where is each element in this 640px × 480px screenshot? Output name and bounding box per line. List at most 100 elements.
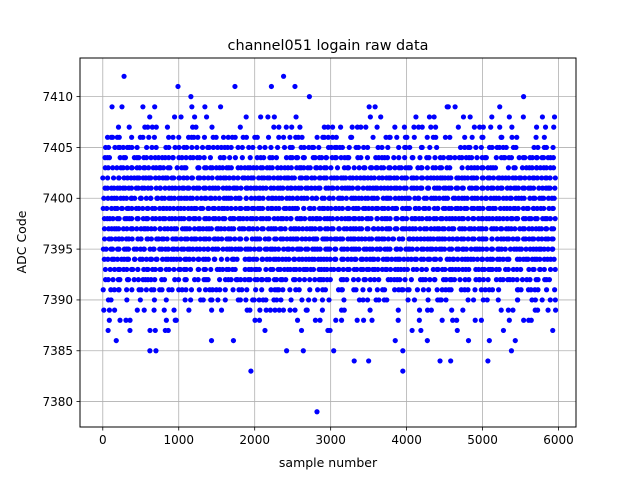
data-point bbox=[432, 155, 438, 161]
data-point bbox=[403, 175, 410, 181]
data-point bbox=[457, 144, 464, 151]
data-point bbox=[550, 155, 556, 161]
data-point bbox=[427, 144, 433, 151]
data-point bbox=[280, 134, 287, 140]
data-point bbox=[363, 256, 370, 262]
data-point bbox=[469, 155, 475, 161]
data-point bbox=[178, 236, 184, 242]
data-point bbox=[340, 256, 346, 262]
data-point bbox=[221, 155, 227, 161]
data-point bbox=[126, 124, 132, 130]
data-point bbox=[474, 256, 481, 262]
data-point bbox=[403, 144, 409, 151]
data-point bbox=[547, 297, 553, 303]
data-point bbox=[395, 317, 401, 323]
data-point bbox=[220, 266, 226, 273]
data-point bbox=[366, 104, 372, 110]
data-point bbox=[105, 144, 112, 151]
data-point bbox=[292, 307, 298, 313]
data-point bbox=[456, 266, 462, 273]
data-point bbox=[480, 165, 486, 171]
data-point bbox=[330, 226, 336, 232]
data-point bbox=[108, 297, 114, 303]
data-point bbox=[371, 277, 378, 283]
data-point bbox=[244, 287, 250, 293]
data-point bbox=[197, 175, 203, 181]
data-point bbox=[166, 134, 172, 140]
data-point bbox=[360, 266, 366, 273]
data-point bbox=[367, 114, 373, 120]
data-point bbox=[421, 256, 427, 262]
data-point bbox=[134, 307, 140, 313]
data-point bbox=[366, 266, 372, 273]
data-point bbox=[508, 155, 515, 161]
data-point bbox=[192, 216, 199, 222]
data-point bbox=[165, 226, 171, 232]
data-point bbox=[397, 256, 403, 262]
data-point bbox=[350, 277, 357, 283]
data-point bbox=[517, 256, 523, 262]
data-point bbox=[423, 195, 430, 201]
data-point bbox=[365, 226, 371, 232]
data-point bbox=[193, 236, 199, 242]
data-point bbox=[414, 266, 420, 273]
data-point bbox=[419, 124, 425, 130]
data-point bbox=[432, 277, 438, 283]
data-point bbox=[202, 185, 209, 191]
data-point bbox=[172, 216, 178, 222]
data-point bbox=[292, 277, 298, 283]
data-point bbox=[414, 236, 420, 242]
data-point bbox=[424, 165, 430, 171]
data-point bbox=[523, 236, 529, 242]
data-point bbox=[252, 317, 258, 323]
data-point bbox=[129, 216, 135, 222]
data-point bbox=[278, 165, 284, 171]
data-point bbox=[190, 155, 196, 161]
data-point bbox=[506, 114, 512, 120]
data-point bbox=[194, 195, 200, 201]
data-point bbox=[319, 297, 326, 303]
data-point bbox=[512, 337, 518, 344]
data-point bbox=[189, 104, 195, 110]
data-point bbox=[304, 195, 310, 201]
data-point bbox=[489, 144, 495, 151]
data-point bbox=[171, 195, 178, 201]
data-point bbox=[422, 205, 428, 212]
data-point bbox=[416, 317, 422, 323]
data-point bbox=[247, 277, 253, 283]
data-point bbox=[312, 175, 318, 181]
data-point bbox=[507, 246, 514, 252]
data-point bbox=[166, 155, 172, 161]
data-point bbox=[143, 195, 149, 201]
data-point bbox=[116, 287, 122, 293]
data-point bbox=[196, 165, 202, 171]
data-point bbox=[469, 134, 475, 140]
data-point bbox=[355, 185, 362, 191]
outlier-point bbox=[520, 94, 527, 100]
data-point bbox=[149, 124, 155, 130]
data-point bbox=[347, 216, 353, 222]
data-point bbox=[528, 317, 534, 323]
data-point bbox=[165, 327, 171, 334]
data-point bbox=[340, 236, 346, 242]
data-point bbox=[184, 144, 190, 151]
data-point bbox=[173, 226, 180, 232]
data-point bbox=[339, 205, 346, 212]
data-point bbox=[465, 337, 472, 344]
outlier-point bbox=[153, 348, 159, 354]
data-point bbox=[215, 297, 221, 303]
data-point bbox=[506, 236, 512, 242]
data-point bbox=[409, 246, 416, 252]
data-point bbox=[259, 287, 265, 293]
data-point bbox=[215, 246, 221, 252]
y-tick-label: 7405 bbox=[42, 141, 73, 155]
data-point bbox=[533, 134, 539, 140]
data-point bbox=[254, 256, 260, 262]
data-point bbox=[496, 144, 503, 151]
data-point bbox=[334, 175, 340, 181]
data-point bbox=[446, 236, 452, 242]
x-axis-label: sample number bbox=[279, 455, 378, 470]
data-point bbox=[401, 256, 407, 262]
data-point bbox=[317, 175, 324, 181]
data-point bbox=[228, 165, 234, 171]
